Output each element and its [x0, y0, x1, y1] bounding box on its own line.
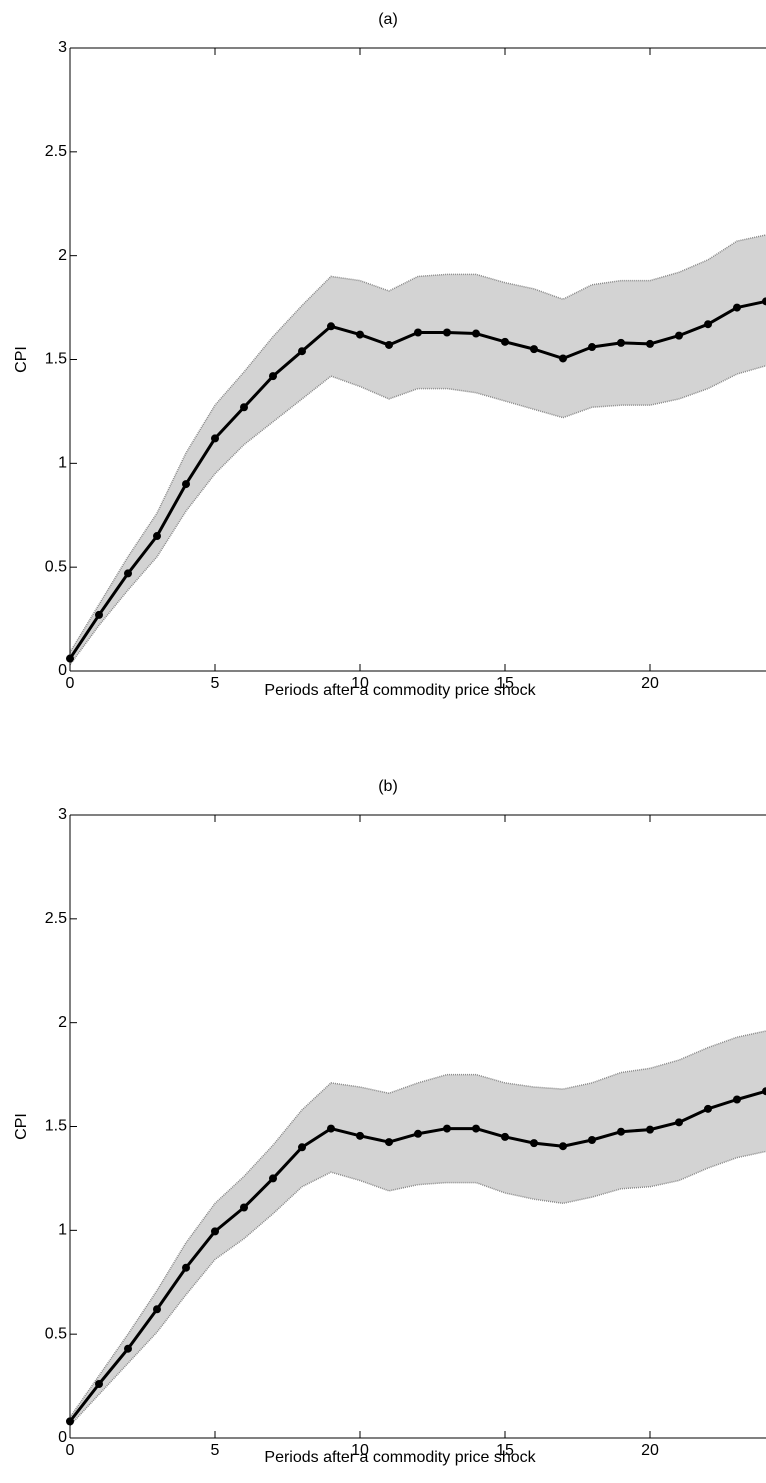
data-point — [327, 1124, 335, 1133]
data-point — [501, 337, 509, 346]
data-point — [298, 1143, 306, 1152]
data-point — [646, 1125, 654, 1134]
x-tick-label: 5 — [211, 675, 220, 692]
y-tick-label: 1.5 — [45, 351, 67, 368]
data-point — [675, 1118, 683, 1127]
data-point — [240, 403, 248, 412]
data-point — [182, 1263, 190, 1272]
data-point — [269, 372, 277, 381]
data-point — [298, 347, 306, 356]
data-point — [269, 1174, 277, 1183]
data-point — [762, 1087, 766, 1096]
band-edge — [69, 234, 766, 653]
chart-title: (b) — [378, 778, 398, 795]
y-tick-label: 2.5 — [45, 910, 67, 927]
data-point — [240, 1203, 248, 1212]
confidence-band — [70, 1030, 766, 1426]
data-point — [124, 569, 132, 578]
data-point — [327, 322, 335, 331]
data-point — [704, 1104, 712, 1113]
data-point — [588, 343, 596, 352]
data-point — [443, 328, 451, 337]
data-point — [617, 338, 625, 347]
y-tick-label: 1.5 — [45, 1118, 67, 1135]
data-point — [66, 654, 74, 663]
x-tick-label: 20 — [641, 675, 659, 692]
x-tick-label: 10 — [351, 675, 369, 692]
band-edge — [69, 1150, 766, 1427]
data-point — [675, 331, 683, 340]
data-point — [559, 1142, 567, 1151]
x-tick-label: 0 — [66, 1442, 75, 1459]
data-point — [762, 297, 766, 306]
x-tick-label: 20 — [641, 1442, 659, 1459]
data-point — [95, 610, 103, 619]
y-tick-label: 1 — [58, 455, 67, 472]
x-tick-label: 10 — [351, 1442, 369, 1459]
data-point — [443, 1124, 451, 1133]
data-point — [124, 1344, 132, 1353]
y-tick-label: 1 — [58, 1222, 67, 1239]
data-point — [211, 434, 219, 443]
chart-panel: (a) Periods after a commodity price shock… — [13, 11, 766, 699]
chart-title: (a) — [378, 11, 398, 28]
data-point — [95, 1380, 103, 1389]
data-point — [385, 340, 393, 349]
data-point — [472, 1124, 480, 1133]
y-tick-label: 0.5 — [45, 1325, 67, 1342]
y-tick-label: 0 — [58, 662, 67, 679]
band-edge — [69, 365, 766, 666]
y-tick-label: 2 — [58, 1014, 67, 1031]
x-tick-label: 5 — [211, 1442, 220, 1459]
x-tick-label: 15 — [496, 675, 514, 692]
y-axis-label: CPI — [13, 346, 30, 373]
data-point — [530, 1139, 538, 1148]
data-point — [646, 339, 654, 348]
data-point — [733, 303, 741, 312]
data-point — [356, 330, 364, 339]
x-axis-label: Periods after a commodity price shock — [264, 682, 536, 699]
data-point — [211, 1227, 219, 1236]
data-point — [356, 1131, 364, 1140]
y-tick-label: 3 — [58, 39, 67, 56]
y-tick-label: 0 — [58, 1429, 67, 1446]
data-point — [153, 1305, 161, 1314]
data-point — [617, 1127, 625, 1136]
y-tick-label: 3 — [58, 806, 67, 823]
data-point — [733, 1095, 741, 1104]
chart-panel: (b) Periods after a commodity price shock… — [13, 778, 766, 1466]
data-point — [588, 1135, 596, 1144]
data-point — [559, 354, 567, 363]
y-tick-label: 0.5 — [45, 558, 67, 575]
data-point — [182, 480, 190, 489]
data-point — [153, 532, 161, 541]
x-axis-label: Periods after a commodity price shock — [264, 1449, 536, 1466]
data-point — [472, 329, 480, 338]
confidence-band — [70, 234, 766, 665]
data-point — [414, 1129, 422, 1138]
data-point — [385, 1138, 393, 1147]
x-tick-label: 15 — [496, 1442, 514, 1459]
data-point — [704, 320, 712, 329]
x-tick-label: 0 — [66, 675, 75, 692]
data-point — [66, 1417, 74, 1426]
data-point — [414, 328, 422, 337]
y-tick-label: 2 — [58, 247, 67, 264]
y-tick-label: 2.5 — [45, 143, 67, 160]
data-point — [530, 345, 538, 354]
y-axis-label: CPI — [13, 1113, 30, 1140]
data-point — [501, 1132, 509, 1141]
